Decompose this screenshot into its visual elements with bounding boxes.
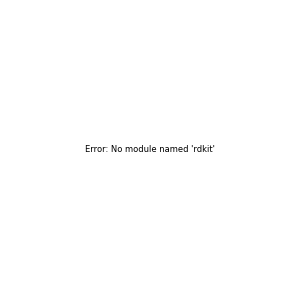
Text: Error: No module named 'rdkit': Error: No module named 'rdkit' xyxy=(85,146,215,154)
